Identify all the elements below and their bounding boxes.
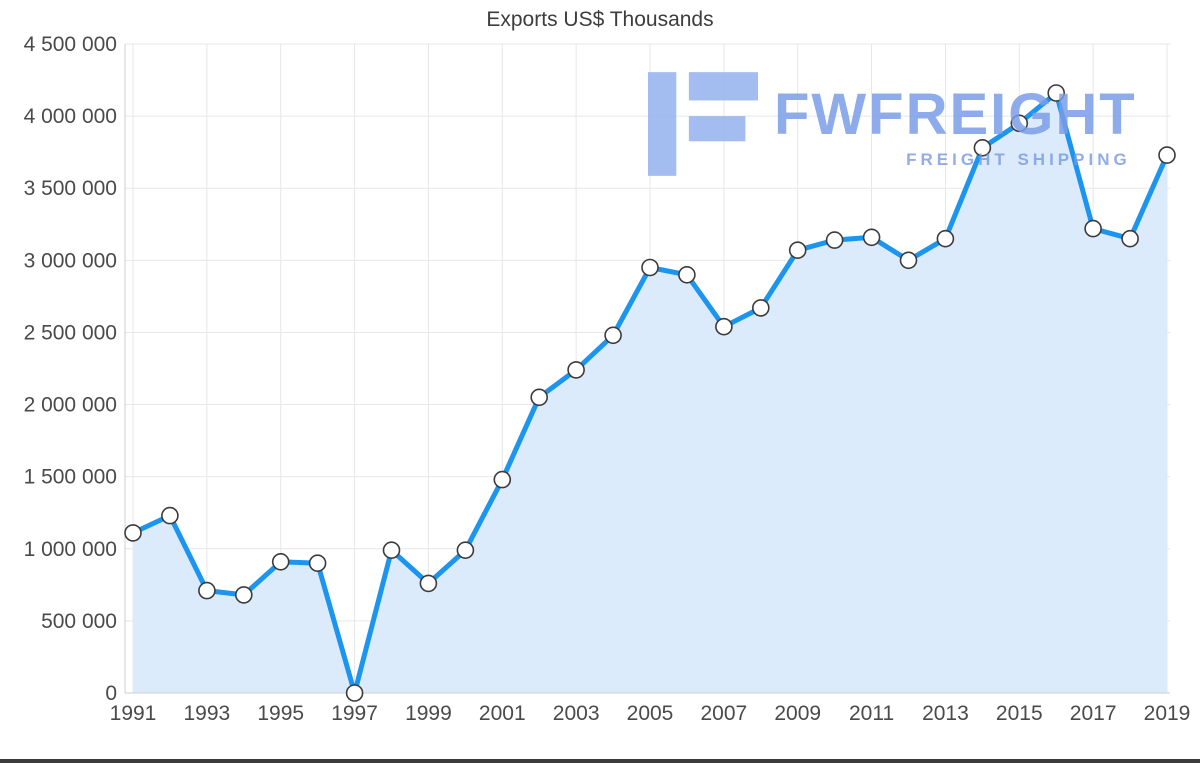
x-tick-label: 2015 <box>996 702 1043 725</box>
x-tick-label: 2005 <box>627 702 674 725</box>
data-point[interactable] <box>235 586 253 604</box>
x-tick-label: 1995 <box>257 702 304 725</box>
data-point[interactable] <box>1010 114 1029 133</box>
x-tick-label: 2001 <box>479 702 526 725</box>
data-point[interactable] <box>862 228 881 247</box>
data-point[interactable] <box>271 552 290 571</box>
x-tick-label: 2011 <box>849 702 894 725</box>
y-tick-label: 4 000 000 <box>24 105 117 128</box>
data-point[interactable] <box>345 684 364 702</box>
y-tick-label: 2 500 000 <box>24 321 117 344</box>
data-point[interactable] <box>641 258 659 277</box>
x-tick-label: 2017 <box>1070 702 1117 725</box>
x-tick-label: 2009 <box>774 702 821 725</box>
data-point[interactable] <box>1121 229 1139 248</box>
data-point[interactable] <box>456 541 475 560</box>
bottom-edge-bar <box>0 759 1200 763</box>
x-tick-label: 2019 <box>1144 702 1191 725</box>
data-point[interactable] <box>308 554 327 573</box>
data-point[interactable] <box>715 317 733 336</box>
data-point[interactable] <box>1158 146 1176 164</box>
data-point[interactable] <box>198 581 216 600</box>
data-point[interactable] <box>825 231 844 249</box>
x-tick-label: 2013 <box>922 702 969 725</box>
data-point[interactable] <box>1047 84 1065 102</box>
data-point[interactable] <box>899 251 918 270</box>
data-point[interactable] <box>1084 219 1102 238</box>
x-tick-label: 1997 <box>331 702 378 725</box>
data-point[interactable] <box>419 574 438 593</box>
area-fill <box>133 93 1167 693</box>
y-tick-label: 2 000 000 <box>24 394 117 417</box>
y-tick-label: 1 500 000 <box>24 466 117 489</box>
x-tick-label: 2003 <box>553 702 600 725</box>
data-point[interactable] <box>530 388 549 407</box>
data-point[interactable] <box>382 541 401 560</box>
chart-title: Exports US$ Thousands <box>486 8 714 31</box>
y-tick-label: 3 000 000 <box>24 249 117 272</box>
x-tick-label: 1999 <box>405 702 452 725</box>
data-point[interactable] <box>751 299 770 317</box>
data-point[interactable] <box>604 326 622 345</box>
y-tick-label: 4 500 000 <box>24 33 117 56</box>
data-point[interactable] <box>161 506 179 525</box>
x-tick-label: 1993 <box>183 702 230 725</box>
x-tick-label: 1991 <box>110 702 157 725</box>
data-point[interactable] <box>788 241 807 259</box>
y-tick-label: 3 500 000 <box>24 177 117 200</box>
data-point[interactable] <box>567 361 585 379</box>
data-point[interactable] <box>973 139 992 157</box>
data-point[interactable] <box>936 229 955 248</box>
y-tick-label: 0 <box>105 682 117 705</box>
y-tick-label: 500 000 <box>41 610 117 633</box>
data-point[interactable] <box>678 265 696 284</box>
data-point[interactable] <box>493 470 512 489</box>
x-tick-label: 2007 <box>700 702 747 725</box>
data-point[interactable] <box>124 524 142 542</box>
y-tick-label: 1 000 000 <box>24 538 117 561</box>
